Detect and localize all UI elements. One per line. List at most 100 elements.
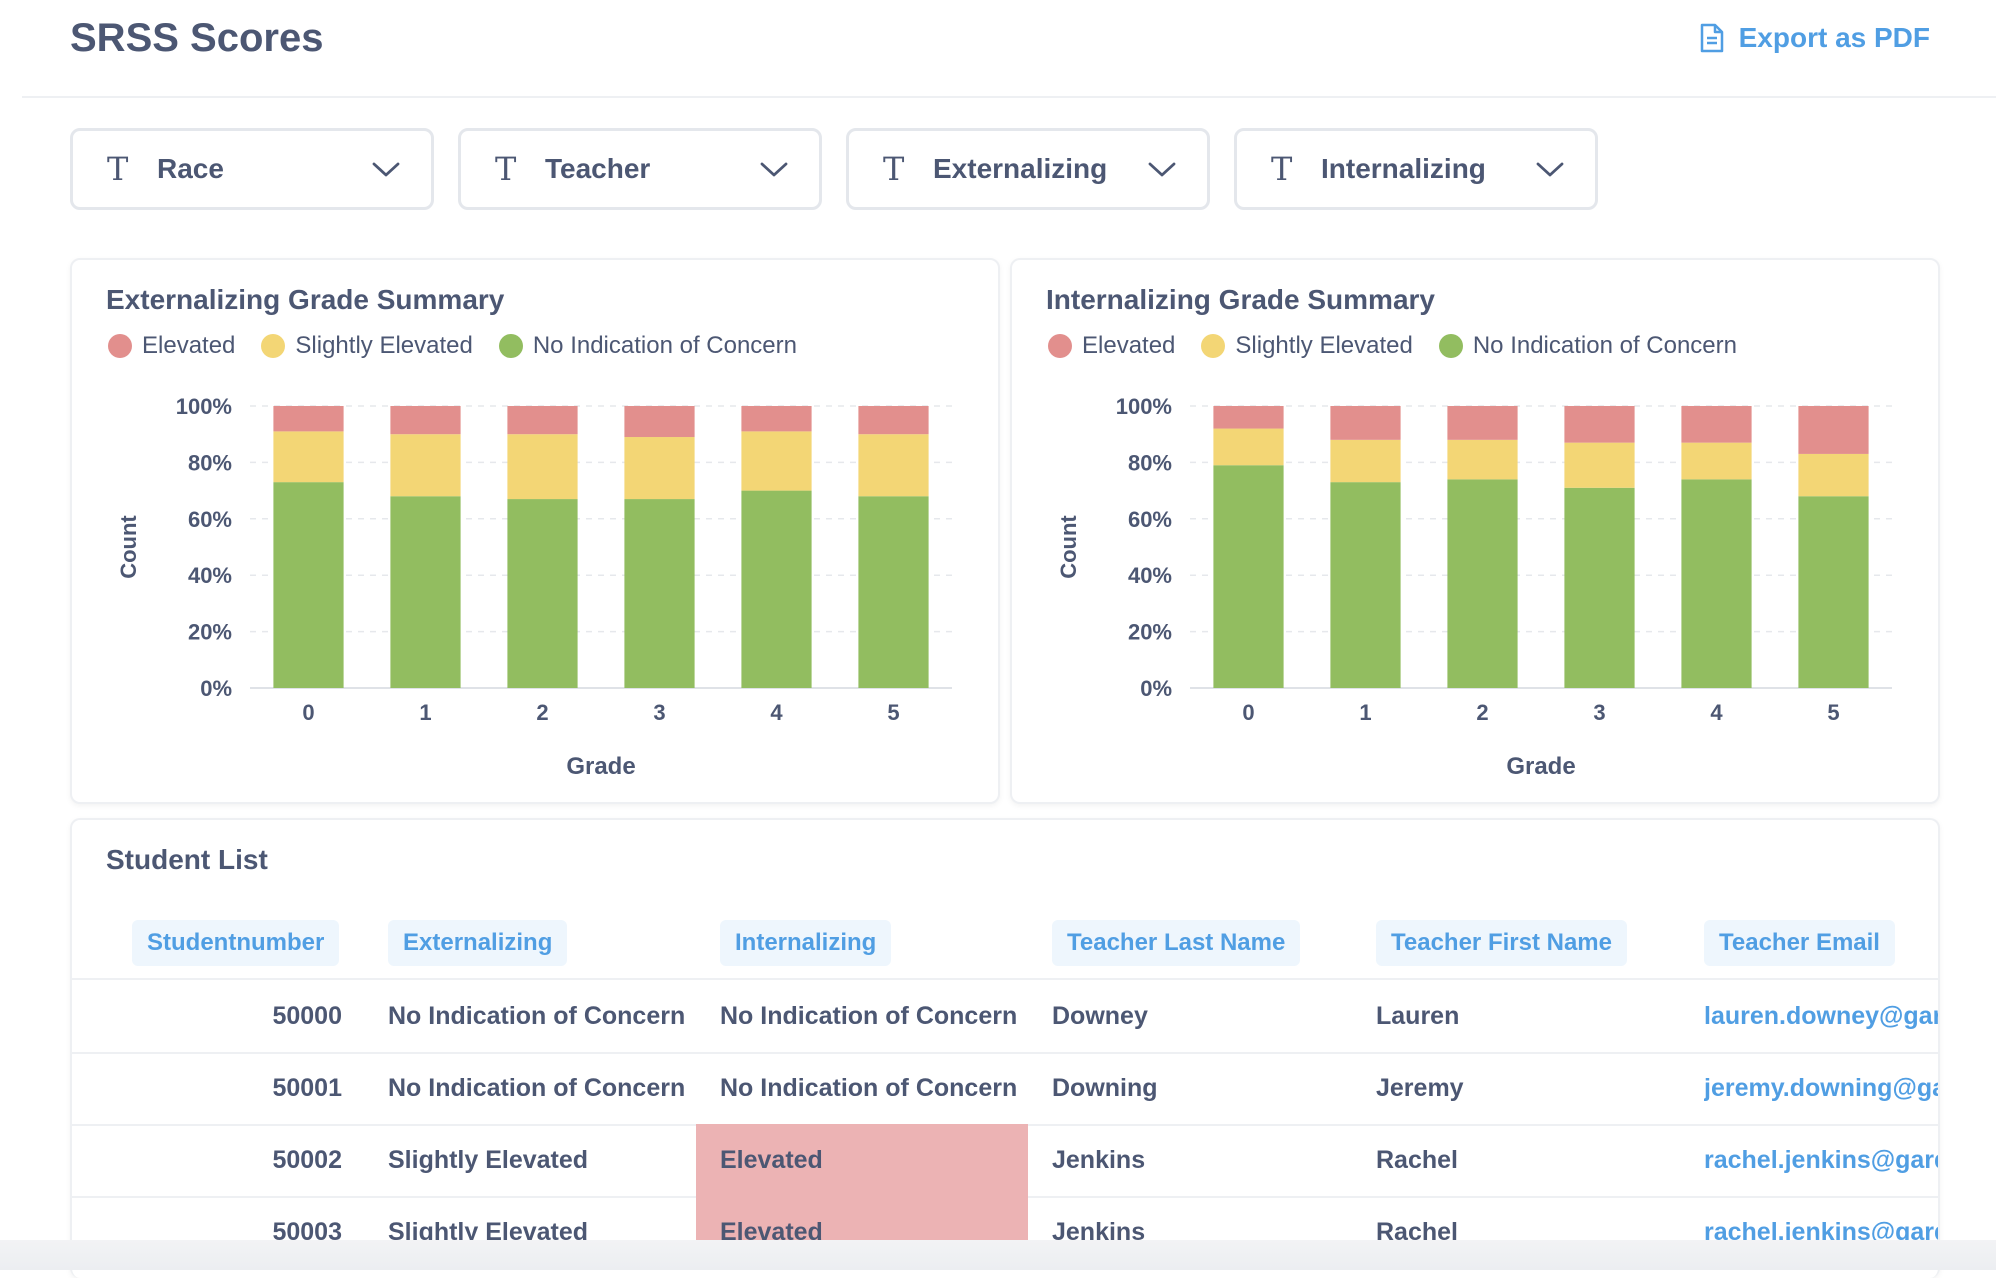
bar-segment <box>1447 440 1517 479</box>
y-tick-label: 100% <box>176 394 232 419</box>
table-header: Studentnumber Externalizing Internalizin… <box>72 904 1938 980</box>
cell-teacher-first-name: Jeremy <box>1376 1052 1676 1124</box>
cell-studentnumber: 50002 <box>132 1124 342 1196</box>
bar-segment <box>624 406 694 437</box>
y-tick-label: 80% <box>188 450 232 475</box>
bar-segment <box>273 406 343 431</box>
bar-segment <box>1330 482 1400 688</box>
x-axis-label: Grade <box>566 753 635 780</box>
internalizing-bar-chart: 0%20%40%60%80%100%Count0 1 2 3 4 5Grade <box>1012 260 1938 802</box>
cell-teacher-first-name: Lauren <box>1376 980 1676 1052</box>
bar-segment <box>1798 454 1868 496</box>
internalizing-chart-card: Internalizing Grade Summary Elevated Sli… <box>1010 258 1940 804</box>
bar-segment <box>390 496 460 688</box>
filter-race[interactable]: T Race <box>70 128 434 210</box>
cell-teacher-last-name: Jenkins <box>1052 1124 1352 1196</box>
text-type-icon: T <box>883 150 923 188</box>
cell-studentnumber: 50001 <box>132 1052 342 1124</box>
bar-segment <box>1213 465 1283 688</box>
filter-bar: T Race T Teacher T Externalizing T Inter… <box>70 128 1598 210</box>
y-tick-label: 100% <box>1116 394 1172 419</box>
column-header-teacher-first-name[interactable]: Teacher First Name <box>1376 920 1627 966</box>
cell-studentnumber: 50000 <box>132 980 342 1052</box>
page-title: SRSS Scores <box>70 16 323 61</box>
bar-segment <box>1681 443 1751 480</box>
column-header-studentnumber[interactable]: Studentnumber <box>132 920 339 966</box>
export-pdf-button[interactable]: Export as PDF <box>1699 22 1930 54</box>
bar-segment <box>1330 406 1400 440</box>
table-row: 50001 No Indication of Concern No Indicati… <box>72 1052 1938 1126</box>
bar-segment <box>741 431 811 490</box>
chevron-down-icon <box>759 154 789 184</box>
y-tick-label: 20% <box>188 620 232 645</box>
header-divider <box>22 96 1996 98</box>
y-axis-label: Count <box>1056 515 1081 579</box>
bar-segment <box>507 406 577 434</box>
bar-segment <box>1564 406 1634 443</box>
bar-segment <box>390 434 460 496</box>
bar-segment <box>1798 406 1868 454</box>
window-bottom-edge <box>0 1240 1996 1270</box>
bar-segment <box>858 406 928 434</box>
cell-teacher-email[interactable]: rachel.jenkins@garde <box>1704 1124 1940 1196</box>
column-header-teacher-email[interactable]: Teacher Email <box>1704 920 1895 966</box>
bar-segment <box>741 491 811 688</box>
text-type-icon: T <box>1271 150 1311 188</box>
chevron-down-icon <box>1535 154 1565 184</box>
bar-segment <box>624 499 694 688</box>
column-header-externalizing[interactable]: Externalizing <box>388 920 567 966</box>
bar-segment <box>390 406 460 434</box>
filter-label: Race <box>157 153 371 185</box>
x-tick-label: 2 <box>1476 700 1488 725</box>
bar-segment <box>1564 488 1634 688</box>
y-axis-label: Count <box>116 515 141 579</box>
bar-segment <box>507 499 577 688</box>
bar-segment <box>1330 440 1400 482</box>
column-header-teacher-last-name[interactable]: Teacher Last Name <box>1052 920 1300 966</box>
bar-segment <box>1447 479 1517 688</box>
externalizing-chart-card: Externalizing Grade Summary Elevated Sli… <box>70 258 1000 804</box>
page-header: SRSS Scores Export as PDF <box>0 0 1996 97</box>
text-type-icon: T <box>107 150 147 188</box>
y-tick-label: 0% <box>200 676 232 701</box>
x-tick-label: 1 <box>1359 700 1371 725</box>
cell-externalizing: No Indication of Concern <box>388 980 708 1052</box>
column-header-internalizing[interactable]: Internalizing <box>720 920 891 966</box>
y-tick-label: 60% <box>188 507 232 532</box>
bar-segment <box>273 482 343 688</box>
filter-label: Internalizing <box>1321 153 1535 185</box>
cell-internalizing: No Indication of Concern <box>720 980 1028 1052</box>
x-tick-label: 5 <box>1827 700 1839 725</box>
document-icon <box>1699 23 1725 53</box>
bar-segment <box>1681 479 1751 688</box>
x-tick-label: 1 <box>419 700 431 725</box>
y-tick-label: 40% <box>188 563 232 588</box>
filter-internalizing[interactable]: T Internalizing <box>1234 128 1598 210</box>
x-tick-label: 3 <box>1593 700 1605 725</box>
table-title: Student List <box>106 844 268 876</box>
cell-externalizing: No Indication of Concern <box>388 1052 708 1124</box>
chevron-down-icon <box>371 154 401 184</box>
filter-teacher[interactable]: T Teacher <box>458 128 822 210</box>
bar-segment <box>1213 406 1283 429</box>
filter-externalizing[interactable]: T Externalizing <box>846 128 1210 210</box>
y-tick-label: 40% <box>1128 563 1172 588</box>
y-tick-label: 20% <box>1128 620 1172 645</box>
cell-teacher-email[interactable]: lauren.downey@gard <box>1704 980 1940 1052</box>
externalizing-bar-chart: 0% 20% 40% 60% 80% 100% Count 0 1 2 3 4 5 Grade <box>72 260 998 802</box>
bar-segment <box>1681 406 1751 443</box>
x-tick-label: 0 <box>1242 700 1254 725</box>
bar-segment <box>624 437 694 499</box>
x-tick-label: 3 <box>653 700 665 725</box>
cell-teacher-email[interactable]: jeremy.downing@gar <box>1704 1052 1940 1124</box>
x-tick-label: 5 <box>887 700 899 725</box>
bar-segment <box>507 434 577 499</box>
bar-segment <box>1447 406 1517 440</box>
y-tick-label: 60% <box>1128 507 1172 532</box>
x-tick-label: 2 <box>536 700 548 725</box>
bar-segment <box>1798 496 1868 688</box>
bar-segment <box>858 434 928 496</box>
chevron-down-icon <box>1147 154 1177 184</box>
filter-label: Teacher <box>545 153 759 185</box>
x-tick-label: 4 <box>1710 700 1723 725</box>
